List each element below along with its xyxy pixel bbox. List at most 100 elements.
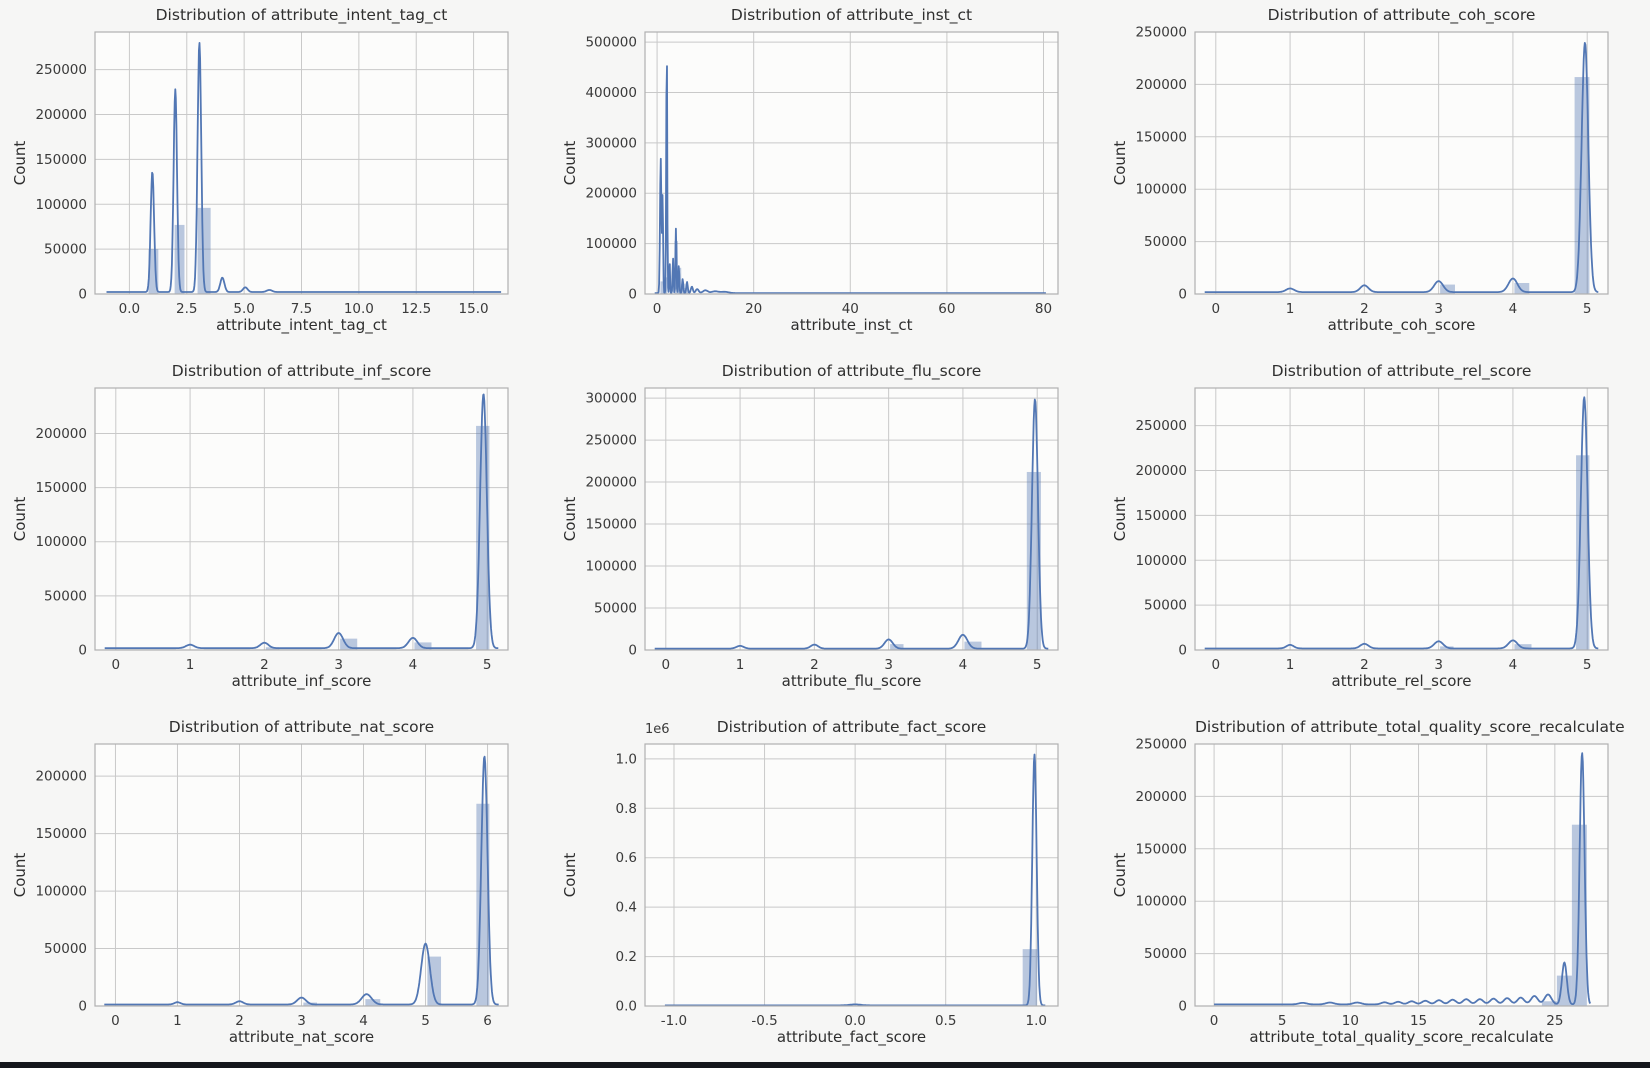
plot-canvas: 0 1 2 3 4 5 0 50000 100000 150000 200000 250000 3000… <box>585 387 1059 673</box>
x-tick-label: 3 <box>884 657 893 673</box>
kde-curve <box>104 755 499 1006</box>
y-tick-label: 0.2 <box>616 949 637 965</box>
y-tick-label: 0 <box>78 287 87 303</box>
y-tick-label: 250000 <box>585 433 637 449</box>
y-axis-offset-label: 1e6 <box>645 722 670 737</box>
x-tick-label: 2 <box>1360 657 1369 673</box>
plot-canvas: 0 1 2 3 4 5 0 50000 100000 150000 200000 <box>35 387 509 673</box>
x-tick-label: 1.0 <box>1026 1013 1047 1029</box>
plot-title: Distribution of attribute_fact_score <box>716 718 987 736</box>
y-tick-label: 50000 <box>1144 946 1187 962</box>
axes-border <box>1194 31 1609 295</box>
x-axis-label: attribute_fact_score <box>776 1028 927 1046</box>
plot-canvas: 0 1 2 3 4 5 0 50000 100000 150000 200000 250000 <box>1135 25 1609 317</box>
x-tick-label: 5 <box>1583 657 1592 673</box>
axes-border <box>94 31 509 295</box>
plot-canvas: 0.0 2.5 5.0 7.5 10.0 12.5 15.0 0 50000 100000 1500… <box>35 31 509 317</box>
y-tick-label: 150000 <box>35 152 87 168</box>
plot-title: Distribution of attribute_inst_ct <box>730 6 973 24</box>
x-tick-label: 15 <box>1410 1013 1427 1029</box>
histogram-bar <box>1026 471 1041 650</box>
x-axis-label: attribute_rel_score <box>1331 672 1472 690</box>
plot-title: Distribution of attribute_rel_score <box>1271 362 1532 380</box>
axes-border <box>644 31 1059 295</box>
x-tick-label: 0 <box>653 301 662 317</box>
y-tick-label: 200000 <box>35 426 87 442</box>
x-tick-label: 2 <box>810 657 819 673</box>
x-axis-label: attribute_coh_score <box>1327 316 1476 334</box>
x-tick-label: 15.0 <box>459 301 489 317</box>
x-tick-label: 4 <box>1509 657 1518 673</box>
plot-background <box>95 388 508 650</box>
y-tick-label: 150000 <box>35 826 87 842</box>
x-tick-label: 80 <box>1035 301 1052 317</box>
x-tick-label: 1 <box>736 657 745 673</box>
y-tick-label: 0.8 <box>616 801 637 817</box>
y-tick-label: 500000 <box>585 35 637 51</box>
y-axis-label: Count <box>11 140 29 186</box>
y-tick-label: 300000 <box>585 391 637 407</box>
y-tick-label: 100000 <box>35 884 87 900</box>
y-axis-label: Count <box>1111 496 1129 542</box>
x-tick-label: 0 <box>1212 657 1221 673</box>
kde-curve <box>654 65 1047 294</box>
x-tick-label: 7.5 <box>291 301 312 317</box>
x-tick-label: 1 <box>173 1013 182 1029</box>
y-axis-label: Count <box>561 852 579 898</box>
y-tick-label: 250000 <box>35 62 87 78</box>
histogram-bar <box>174 224 185 294</box>
x-tick-label: 3 <box>334 657 343 673</box>
kde-curve <box>1204 42 1599 293</box>
y-tick-label: 50000 <box>44 588 87 604</box>
x-tick-label: 5 <box>1278 1013 1287 1029</box>
x-tick-label: 4 <box>959 657 968 673</box>
y-tick-label: 400000 <box>585 85 637 101</box>
y-tick-label: 50000 <box>1144 598 1187 614</box>
x-tick-label: 2.5 <box>176 301 197 317</box>
y-tick-label: 300000 <box>585 135 637 151</box>
histogram-bar <box>1541 1001 1557 1006</box>
x-tick-label: 6 <box>483 1013 492 1029</box>
y-tick-label: 100000 <box>1135 894 1187 910</box>
y-tick-label: 250000 <box>1135 418 1187 434</box>
y-tick-label: 0.4 <box>616 900 637 916</box>
plot-canvas: 0 5 10 15 20 25 0 50000 100000 150000 200000 250000 <box>1135 737 1609 1029</box>
plot-background <box>645 388 1058 650</box>
plot-canvas: 0 1 2 3 4 5 6 0 50000 100000 150000 200000 <box>35 743 509 1029</box>
x-tick-label: 3 <box>297 1013 306 1029</box>
y-tick-label: 150000 <box>585 517 637 533</box>
x-tick-label: 25 <box>1546 1013 1563 1029</box>
histogram-bar <box>1440 646 1454 650</box>
axes-border <box>94 387 509 651</box>
y-axis-label: Count <box>561 140 579 186</box>
x-tick-label: 5 <box>1583 301 1592 317</box>
x-tick-label: 5 <box>483 657 492 673</box>
x-tick-label: 0 <box>111 1013 120 1029</box>
axes-border <box>1194 387 1609 651</box>
x-tick-label: 3 <box>1434 301 1443 317</box>
y-axis-label: Count <box>1111 852 1129 898</box>
y-axis-label: Count <box>11 852 29 898</box>
subplot-inst-ct: 0 20 40 60 80 0 100000 200000 300000 400000 500000… <box>550 0 1100 356</box>
x-tick-label: 5 <box>1033 657 1042 673</box>
y-tick-label: 50000 <box>594 601 637 617</box>
y-tick-label: 250000 <box>1135 737 1187 753</box>
window-bottom-edge <box>0 1062 1650 1068</box>
axes-border <box>94 743 509 1007</box>
x-axis-label: attribute_inf_score <box>231 672 372 690</box>
plot-background <box>645 744 1058 1006</box>
y-tick-label: 200000 <box>35 769 87 785</box>
histogram-bar <box>1514 282 1530 294</box>
plot-canvas: -1.0 -0.5 0.0 0.5 1.0 0.0 0.2 0.4 0.6 0.8 1.0 <box>616 743 1059 1029</box>
x-axis-label: attribute_flu_score <box>781 672 922 690</box>
y-tick-label: 50000 <box>44 242 87 258</box>
y-tick-label: 0.0 <box>616 999 637 1015</box>
y-tick-label: 100000 <box>1135 182 1187 198</box>
axes-border <box>644 387 1059 651</box>
x-tick-label: 10 <box>1342 1013 1359 1029</box>
y-tick-label: 100000 <box>585 559 637 575</box>
y-tick-label: 0 <box>1178 643 1187 659</box>
histogram-bar <box>265 647 280 650</box>
subplot-rel-score: 0 1 2 3 4 5 0 50000 100000 150000 200000 250000 Dis… <box>1100 356 1650 712</box>
x-tick-label: 5.0 <box>233 301 254 317</box>
